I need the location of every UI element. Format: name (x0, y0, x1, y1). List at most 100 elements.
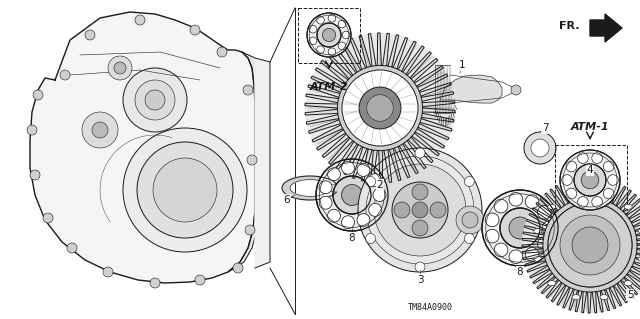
Circle shape (27, 125, 37, 135)
Circle shape (190, 25, 200, 35)
Text: 6: 6 (284, 195, 291, 205)
Text: 8: 8 (349, 233, 355, 243)
Circle shape (511, 85, 521, 95)
Circle shape (307, 13, 351, 57)
Circle shape (412, 220, 428, 236)
Polygon shape (228, 52, 259, 272)
Circle shape (85, 30, 95, 40)
Circle shape (465, 176, 474, 187)
Circle shape (524, 132, 556, 164)
Bar (298, 8, 360, 63)
Circle shape (342, 216, 355, 229)
Text: 3: 3 (417, 275, 423, 285)
Ellipse shape (548, 204, 556, 209)
Circle shape (374, 164, 466, 256)
Polygon shape (30, 12, 255, 283)
Circle shape (543, 198, 637, 292)
Ellipse shape (638, 228, 640, 234)
Circle shape (566, 161, 577, 172)
Circle shape (123, 128, 247, 252)
Circle shape (342, 70, 418, 146)
Circle shape (369, 204, 381, 216)
Circle shape (328, 209, 340, 222)
Circle shape (412, 202, 428, 218)
Circle shape (319, 196, 332, 209)
Circle shape (317, 23, 341, 47)
Circle shape (509, 217, 531, 239)
Circle shape (542, 221, 556, 235)
Ellipse shape (600, 295, 608, 300)
Circle shape (328, 48, 336, 56)
Circle shape (560, 215, 620, 275)
Circle shape (217, 47, 227, 57)
Circle shape (123, 68, 187, 132)
Circle shape (525, 195, 539, 208)
Circle shape (60, 70, 70, 80)
Circle shape (357, 213, 370, 226)
Circle shape (245, 225, 255, 235)
Circle shape (243, 85, 253, 95)
Circle shape (538, 205, 551, 219)
Circle shape (337, 65, 422, 151)
Circle shape (522, 177, 640, 313)
Circle shape (415, 262, 425, 272)
Circle shape (323, 28, 335, 41)
Ellipse shape (600, 190, 608, 195)
Text: 4: 4 (587, 165, 593, 175)
Circle shape (357, 164, 370, 176)
Circle shape (531, 139, 549, 157)
Circle shape (485, 213, 499, 227)
Circle shape (465, 234, 474, 243)
Text: ATM-2: ATM-2 (310, 82, 348, 92)
Ellipse shape (638, 256, 640, 262)
Circle shape (566, 188, 577, 199)
Ellipse shape (624, 204, 632, 209)
Circle shape (485, 229, 499, 243)
Circle shape (604, 188, 614, 199)
Circle shape (577, 153, 588, 163)
Circle shape (430, 202, 446, 218)
Circle shape (456, 206, 484, 234)
Circle shape (367, 95, 394, 121)
Text: 2: 2 (377, 180, 383, 190)
Ellipse shape (534, 228, 542, 234)
Polygon shape (305, 33, 455, 183)
Circle shape (509, 192, 523, 206)
Circle shape (525, 248, 539, 261)
Circle shape (328, 168, 340, 181)
Circle shape (153, 158, 217, 222)
Circle shape (394, 202, 410, 218)
Circle shape (145, 90, 165, 110)
Circle shape (562, 175, 572, 185)
Polygon shape (440, 75, 502, 103)
Circle shape (328, 14, 336, 22)
Circle shape (247, 155, 257, 165)
Circle shape (494, 243, 508, 257)
Circle shape (369, 174, 381, 187)
Circle shape (412, 184, 428, 200)
Circle shape (365, 176, 376, 187)
Circle shape (316, 159, 388, 231)
Polygon shape (255, 58, 270, 268)
Circle shape (365, 234, 376, 243)
Circle shape (135, 80, 175, 120)
Circle shape (82, 112, 118, 148)
Circle shape (317, 46, 324, 54)
Circle shape (233, 263, 243, 273)
Circle shape (548, 203, 632, 287)
Circle shape (317, 17, 324, 24)
Circle shape (560, 150, 620, 210)
Circle shape (33, 90, 43, 100)
Circle shape (30, 170, 40, 180)
Circle shape (358, 148, 482, 272)
Circle shape (494, 199, 508, 213)
Ellipse shape (534, 256, 542, 262)
Circle shape (195, 275, 205, 285)
Polygon shape (522, 177, 640, 313)
Circle shape (67, 243, 77, 253)
Circle shape (577, 197, 588, 207)
Circle shape (608, 175, 618, 185)
Circle shape (150, 278, 160, 288)
Circle shape (500, 208, 540, 248)
Ellipse shape (572, 295, 580, 300)
